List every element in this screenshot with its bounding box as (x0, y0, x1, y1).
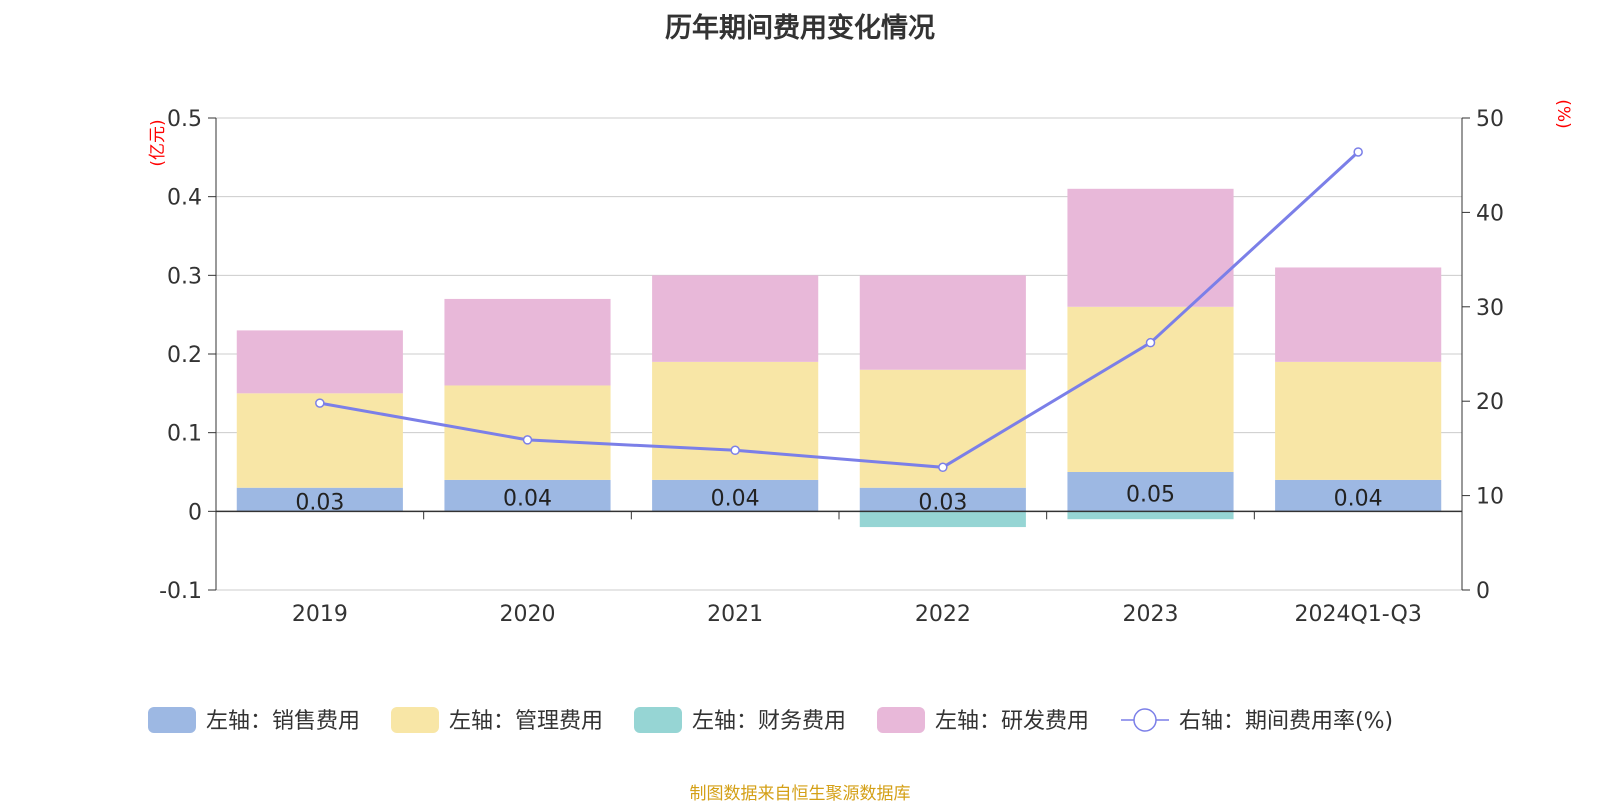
rate-line (319, 150, 1360, 469)
bar-layer (236, 188, 1442, 528)
bar-segment (1067, 306, 1234, 472)
x-axis-tick-label: 2020 (500, 602, 556, 627)
x-axis-tick-label: 2022 (915, 602, 971, 627)
legend-label: 左轴：管理费用 (449, 709, 603, 734)
x-axis-tick-label: 2019 (292, 602, 348, 627)
legend-item: 左轴：研发费用 (877, 707, 1089, 734)
bar-segment (236, 330, 403, 394)
left-axis-tick-label: 0.1 (167, 422, 202, 447)
right-axis-tick-label: 40 (1476, 201, 1504, 226)
bar-segment (859, 275, 1026, 370)
axes: 0.5 0.4 0.3 0.2 0.1 0 -0.1 50 40 30 20 10 0 (亿元) (%) 20… (148, 99, 1573, 627)
right-axis-tick-label: 50 (1476, 107, 1504, 132)
legend-label: 左轴：研发费用 (935, 709, 1089, 734)
data-label: 0.03 (918, 491, 967, 516)
bar-segment (444, 479, 611, 512)
left-axis-tick-label: -0.1 (159, 579, 202, 604)
rate-point (730, 445, 740, 456)
bar-segment (1067, 511, 1234, 520)
legend: 左轴：销售费用 左轴：管理费用 左轴：财务费用 左轴：研发费用 右轴：期间费用率(%) (148, 707, 1393, 734)
right-axis-tick-label: 20 (1476, 390, 1504, 415)
bar-segment (1067, 472, 1234, 512)
bar-segment (1067, 188, 1234, 307)
legend-item: 左轴：销售费用 (148, 707, 360, 734)
right-axis-title: (%) (1553, 99, 1573, 128)
data-label: 0.04 (1334, 487, 1383, 512)
data-label: 0.04 (711, 487, 760, 512)
bar-segment (652, 479, 819, 512)
right-axis-tick-label: 30 (1476, 296, 1504, 321)
legend-swatch (148, 707, 196, 733)
rate-point (522, 435, 533, 445)
left-axis-title: (亿元) (148, 119, 168, 166)
x-axis-tick-label: 2023 (1123, 602, 1179, 627)
rate-point (938, 462, 948, 473)
data-label: 0.03 (295, 491, 344, 516)
legend-swatch (391, 707, 439, 733)
rate-point (1353, 147, 1363, 157)
bar-segment (652, 361, 819, 480)
legend-label: 左轴：财务费用 (692, 709, 846, 734)
right-axis-tick-label: 0 (1476, 579, 1490, 604)
left-axis-tick-label: 0 (188, 500, 202, 525)
legend-item: 右轴：期间费用率(%) (1121, 708, 1393, 734)
legend-label: 左轴：销售费用 (206, 709, 360, 734)
chart-title: 历年期间费用变化情况 (665, 13, 935, 44)
x-axis-tick-label: 2021 (707, 602, 763, 627)
bar-segment (859, 511, 1026, 528)
data-label: 0.04 (503, 487, 552, 512)
bar-segment (444, 385, 611, 480)
left-axis-tick-label: 0.4 (167, 186, 202, 211)
right-axis-tick-label: 10 (1476, 485, 1504, 510)
left-axis-tick-label: 0.2 (167, 343, 202, 368)
bar-segment (236, 393, 403, 488)
data-labels: 0.03 0.04 0.04 0.03 0.05 0.04 (295, 483, 1382, 516)
bar-segment (1275, 361, 1442, 480)
rate-line-layer (315, 147, 1363, 473)
bar-segment (1275, 479, 1442, 512)
legend-circle-swatch (1133, 708, 1157, 732)
left-axis-tick-label: 0.3 (167, 264, 202, 289)
data-label: 0.05 (1126, 483, 1175, 508)
gridlines (216, 117, 1462, 591)
source-note: 制图数据来自恒生聚源数据库 (689, 784, 911, 804)
x-axis-tick-label: 2024Q1-Q3 (1294, 602, 1421, 627)
rate-point (1145, 337, 1156, 348)
legend-item: 左轴：管理费用 (391, 707, 603, 734)
bar-segment (444, 298, 611, 386)
bar-segment (1275, 267, 1442, 362)
legend-item: 左轴：财务费用 (634, 707, 846, 734)
left-axis-tick-label: 0.5 (167, 107, 202, 132)
legend-label: 右轴：期间费用率(%) (1179, 709, 1393, 734)
bar-segment (652, 275, 819, 362)
legend-swatch (877, 707, 925, 733)
legend-swatch (634, 707, 682, 733)
bar-segment (236, 487, 403, 512)
rate-point (315, 398, 325, 408)
bar-segment (859, 487, 1026, 512)
